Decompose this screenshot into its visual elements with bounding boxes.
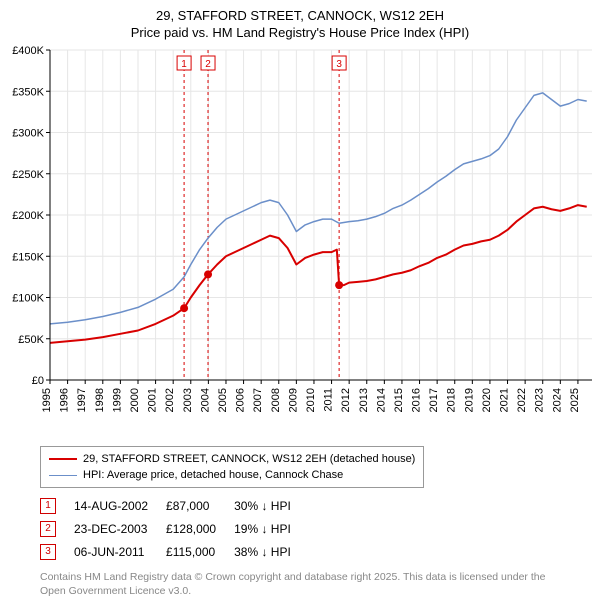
svg-text:2014: 2014	[375, 388, 387, 412]
marker-price: £115,000	[166, 540, 234, 563]
svg-text:1997: 1997	[76, 388, 88, 412]
marker-number-box: 1	[40, 498, 56, 514]
marker-row: 1 14-AUG-2002£87,00030% ↓ HPI	[40, 494, 309, 517]
marker-date: 14-AUG-2002	[74, 494, 166, 517]
marker-diff: 19% ↓ HPI	[234, 517, 309, 540]
svg-text:2016: 2016	[411, 388, 423, 412]
svg-text:£400K: £400K	[12, 45, 44, 57]
svg-text:£100K: £100K	[12, 293, 44, 305]
chart-title-sub: Price paid vs. HM Land Registry's House …	[0, 25, 600, 40]
legend-label: 29, STAFFORD STREET, CANNOCK, WS12 2EH (…	[83, 451, 415, 467]
legend-item-hpi: HPI: Average price, detached house, Cann…	[49, 467, 415, 483]
svg-text:2024: 2024	[551, 388, 563, 412]
svg-text:2010: 2010	[305, 388, 317, 412]
marker-number-box: 3	[40, 544, 56, 560]
svg-text:2019: 2019	[463, 388, 475, 412]
svg-text:2021: 2021	[499, 388, 511, 412]
svg-text:£0: £0	[32, 375, 44, 387]
svg-text:2015: 2015	[393, 388, 405, 412]
marker-price: £128,000	[166, 517, 234, 540]
marker-row: 3 06-JUN-2011£115,00038% ↓ HPI	[40, 540, 309, 563]
svg-text:£350K: £350K	[12, 86, 44, 98]
legend: 29, STAFFORD STREET, CANNOCK, WS12 2EH (…	[40, 446, 424, 488]
svg-text:2013: 2013	[358, 388, 370, 412]
svg-text:2009: 2009	[287, 388, 299, 412]
svg-text:1995: 1995	[41, 388, 53, 412]
footer-attribution: Contains HM Land Registry data © Crown c…	[40, 571, 560, 598]
marker-price: £87,000	[166, 494, 234, 517]
svg-text:2012: 2012	[340, 388, 352, 412]
svg-text:£250K: £250K	[12, 169, 44, 181]
svg-text:2005: 2005	[217, 388, 229, 412]
svg-text:2002: 2002	[164, 388, 176, 412]
svg-text:2: 2	[205, 59, 211, 70]
legend-item-property: 29, STAFFORD STREET, CANNOCK, WS12 2EH (…	[49, 451, 415, 467]
svg-text:2018: 2018	[446, 388, 458, 412]
svg-text:2006: 2006	[235, 388, 247, 412]
svg-text:1998: 1998	[94, 388, 106, 412]
svg-text:2023: 2023	[534, 388, 546, 412]
svg-text:2003: 2003	[182, 388, 194, 412]
svg-text:2011: 2011	[323, 388, 335, 412]
legend-swatch	[49, 458, 77, 460]
svg-text:£300K: £300K	[12, 128, 44, 140]
chart-title-main: 29, STAFFORD STREET, CANNOCK, WS12 2EH	[0, 8, 600, 23]
svg-text:1996: 1996	[59, 388, 71, 412]
svg-text:1: 1	[181, 59, 187, 70]
marker-number-box: 2	[40, 521, 56, 537]
marker-diff: 38% ↓ HPI	[234, 540, 309, 563]
svg-text:2017: 2017	[428, 388, 440, 412]
svg-text:2001: 2001	[147, 388, 159, 412]
svg-text:2022: 2022	[516, 388, 528, 412]
svg-text:2000: 2000	[129, 388, 141, 412]
legend-swatch	[49, 475, 77, 476]
marker-row: 2 23-DEC-2003£128,00019% ↓ HPI	[40, 517, 309, 540]
marker-date: 23-DEC-2003	[74, 517, 166, 540]
svg-text:2007: 2007	[252, 388, 264, 412]
legend-label: HPI: Average price, detached house, Cann…	[83, 467, 343, 483]
svg-text:2008: 2008	[270, 388, 282, 412]
svg-text:3: 3	[336, 59, 342, 70]
marker-diff: 30% ↓ HPI	[234, 494, 309, 517]
svg-text:1999: 1999	[111, 388, 123, 412]
svg-text:2020: 2020	[481, 388, 493, 412]
svg-text:2025: 2025	[569, 388, 581, 412]
price-chart: £0 £50K £100K £150K £200K £250K £300K £350K £400…	[0, 40, 600, 440]
marker-table: 1 14-AUG-2002£87,00030% ↓ HPI 2 23-DEC-2003…	[40, 494, 309, 563]
marker-date: 06-JUN-2011	[74, 540, 166, 563]
svg-text:£50K: £50K	[18, 334, 44, 346]
svg-text:£150K: £150K	[12, 251, 44, 263]
svg-text:£200K: £200K	[12, 210, 44, 222]
svg-text:2004: 2004	[199, 388, 211, 412]
